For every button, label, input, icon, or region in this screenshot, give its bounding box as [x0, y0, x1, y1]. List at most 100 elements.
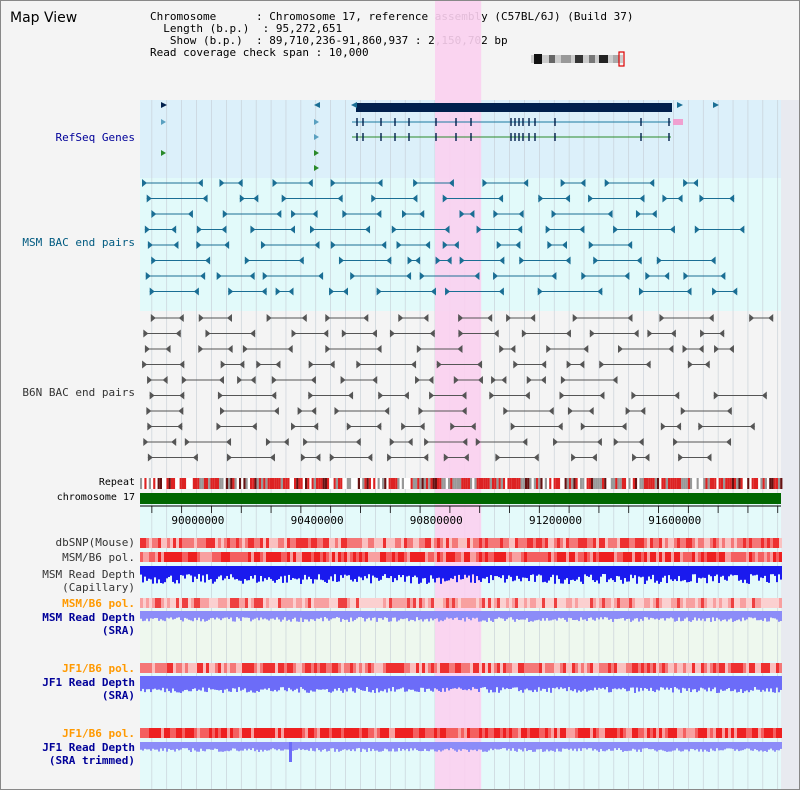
gene-arrow[interactable]	[161, 119, 166, 125]
gene-utr[interactable]	[673, 119, 683, 125]
bac-end[interactable]	[314, 241, 320, 249]
refseq-gene-track[interactable]	[161, 102, 719, 171]
bac-end[interactable]	[670, 329, 676, 338]
bac-end[interactable]	[719, 329, 725, 338]
bac-end[interactable]	[450, 422, 456, 431]
bac-end[interactable]	[423, 453, 429, 462]
bac-end[interactable]	[346, 422, 352, 431]
bac-end[interactable]	[193, 287, 199, 296]
bac-end[interactable]	[704, 360, 710, 369]
bac-end[interactable]	[173, 241, 179, 249]
gene-arrow[interactable]	[351, 102, 357, 108]
bac-end[interactable]	[262, 272, 268, 280]
bac-end[interactable]	[371, 194, 377, 203]
bac-end[interactable]	[256, 360, 262, 369]
bac-end[interactable]	[308, 360, 314, 369]
bac-end[interactable]	[413, 179, 419, 187]
bac-end[interactable]	[517, 225, 523, 234]
bac-end[interactable]	[445, 287, 451, 296]
bac-end[interactable]	[491, 376, 497, 384]
bac-end[interactable]	[761, 391, 767, 400]
jf1-b6-pol-trim-label[interactable]: JF1/B6 pol.	[62, 727, 135, 740]
bac-end[interactable]	[147, 376, 153, 384]
bac-end[interactable]	[242, 345, 248, 353]
bac-end[interactable]	[624, 272, 630, 280]
bac-end[interactable]	[567, 407, 573, 415]
bac-end[interactable]	[253, 194, 259, 203]
bac-end[interactable]	[522, 438, 528, 446]
bac-end[interactable]	[251, 422, 257, 431]
bac-end[interactable]	[227, 345, 233, 353]
bac-end[interactable]	[533, 453, 539, 462]
bac-end[interactable]	[271, 391, 277, 400]
bac-end[interactable]	[165, 345, 171, 353]
bac-end[interactable]	[325, 314, 331, 322]
bac-end[interactable]	[291, 329, 297, 338]
gene-arrow[interactable]	[314, 150, 319, 156]
bac-end[interactable]	[530, 314, 536, 322]
bac-end[interactable]	[644, 453, 650, 462]
bac-end[interactable]	[498, 194, 504, 203]
bac-end[interactable]	[401, 210, 407, 218]
bac-end[interactable]	[222, 210, 228, 218]
bac-end[interactable]	[444, 225, 450, 234]
bac-end[interactable]	[651, 210, 657, 218]
bac-end[interactable]	[687, 360, 693, 369]
bac-end[interactable]	[706, 453, 712, 462]
bac-end[interactable]	[459, 256, 465, 265]
bac-end[interactable]	[312, 210, 318, 218]
bac-end[interactable]	[457, 345, 463, 353]
bac-end[interactable]	[143, 329, 149, 338]
bac-end[interactable]	[579, 225, 585, 234]
bac-end[interactable]	[583, 345, 589, 353]
bac-end[interactable]	[416, 345, 422, 353]
bac-end[interactable]	[372, 376, 378, 384]
gene-arrow[interactable]	[314, 102, 320, 108]
bac-end[interactable]	[510, 345, 516, 353]
bac-end[interactable]	[545, 225, 551, 234]
bac-end[interactable]	[453, 376, 459, 384]
gene-arrow[interactable]	[314, 165, 319, 171]
bac-end[interactable]	[589, 329, 595, 338]
bac-end[interactable]	[271, 376, 277, 384]
bac-end[interactable]	[442, 194, 448, 203]
msm-b6-pol-label[interactable]: MSM/B6 pol.	[62, 551, 135, 564]
bac-end[interactable]	[607, 210, 613, 218]
bac-end[interactable]	[250, 376, 256, 384]
bac-end[interactable]	[415, 256, 421, 265]
bac-end[interactable]	[269, 453, 275, 462]
bac-end[interactable]	[228, 287, 234, 296]
bac-end[interactable]	[604, 179, 610, 187]
bac-end[interactable]	[216, 422, 222, 431]
bac-end[interactable]	[196, 225, 202, 234]
b6n-bac-label[interactable]: B6N BAC end pairs	[22, 386, 135, 399]
bac-end[interactable]	[673, 438, 679, 446]
bac-end[interactable]	[506, 314, 512, 322]
bac-end[interactable]	[682, 345, 688, 353]
bac-end[interactable]	[329, 453, 335, 462]
bac-end[interactable]	[618, 345, 624, 353]
bac-end[interactable]	[477, 376, 483, 384]
bac-end[interactable]	[310, 376, 316, 384]
bac-end[interactable]	[565, 256, 571, 265]
bac-end[interactable]	[144, 345, 150, 353]
bac-end[interactable]	[541, 360, 547, 369]
bac-end[interactable]	[498, 287, 504, 296]
polymorphism-depth-tracks[interactable]	[140, 538, 782, 762]
jf1-b6-pol-label[interactable]: JF1/B6 pol.	[62, 662, 135, 675]
bac-end[interactable]	[639, 194, 645, 203]
bac-end[interactable]	[250, 225, 256, 234]
gene-arrow[interactable]	[161, 150, 166, 156]
bac-end[interactable]	[635, 210, 641, 218]
bac-end[interactable]	[147, 422, 153, 431]
bac-end[interactable]	[749, 314, 755, 322]
bac-end[interactable]	[461, 407, 467, 415]
bac-end[interactable]	[580, 179, 586, 187]
bac-end[interactable]	[477, 360, 483, 369]
bac-end[interactable]	[391, 225, 397, 234]
refseq-genes-label[interactable]: RefSeq Genes	[55, 131, 135, 144]
bac-end[interactable]	[200, 272, 206, 280]
bac-end[interactable]	[151, 210, 157, 218]
bac-end[interactable]	[297, 407, 303, 415]
bac-end[interactable]	[389, 438, 395, 446]
